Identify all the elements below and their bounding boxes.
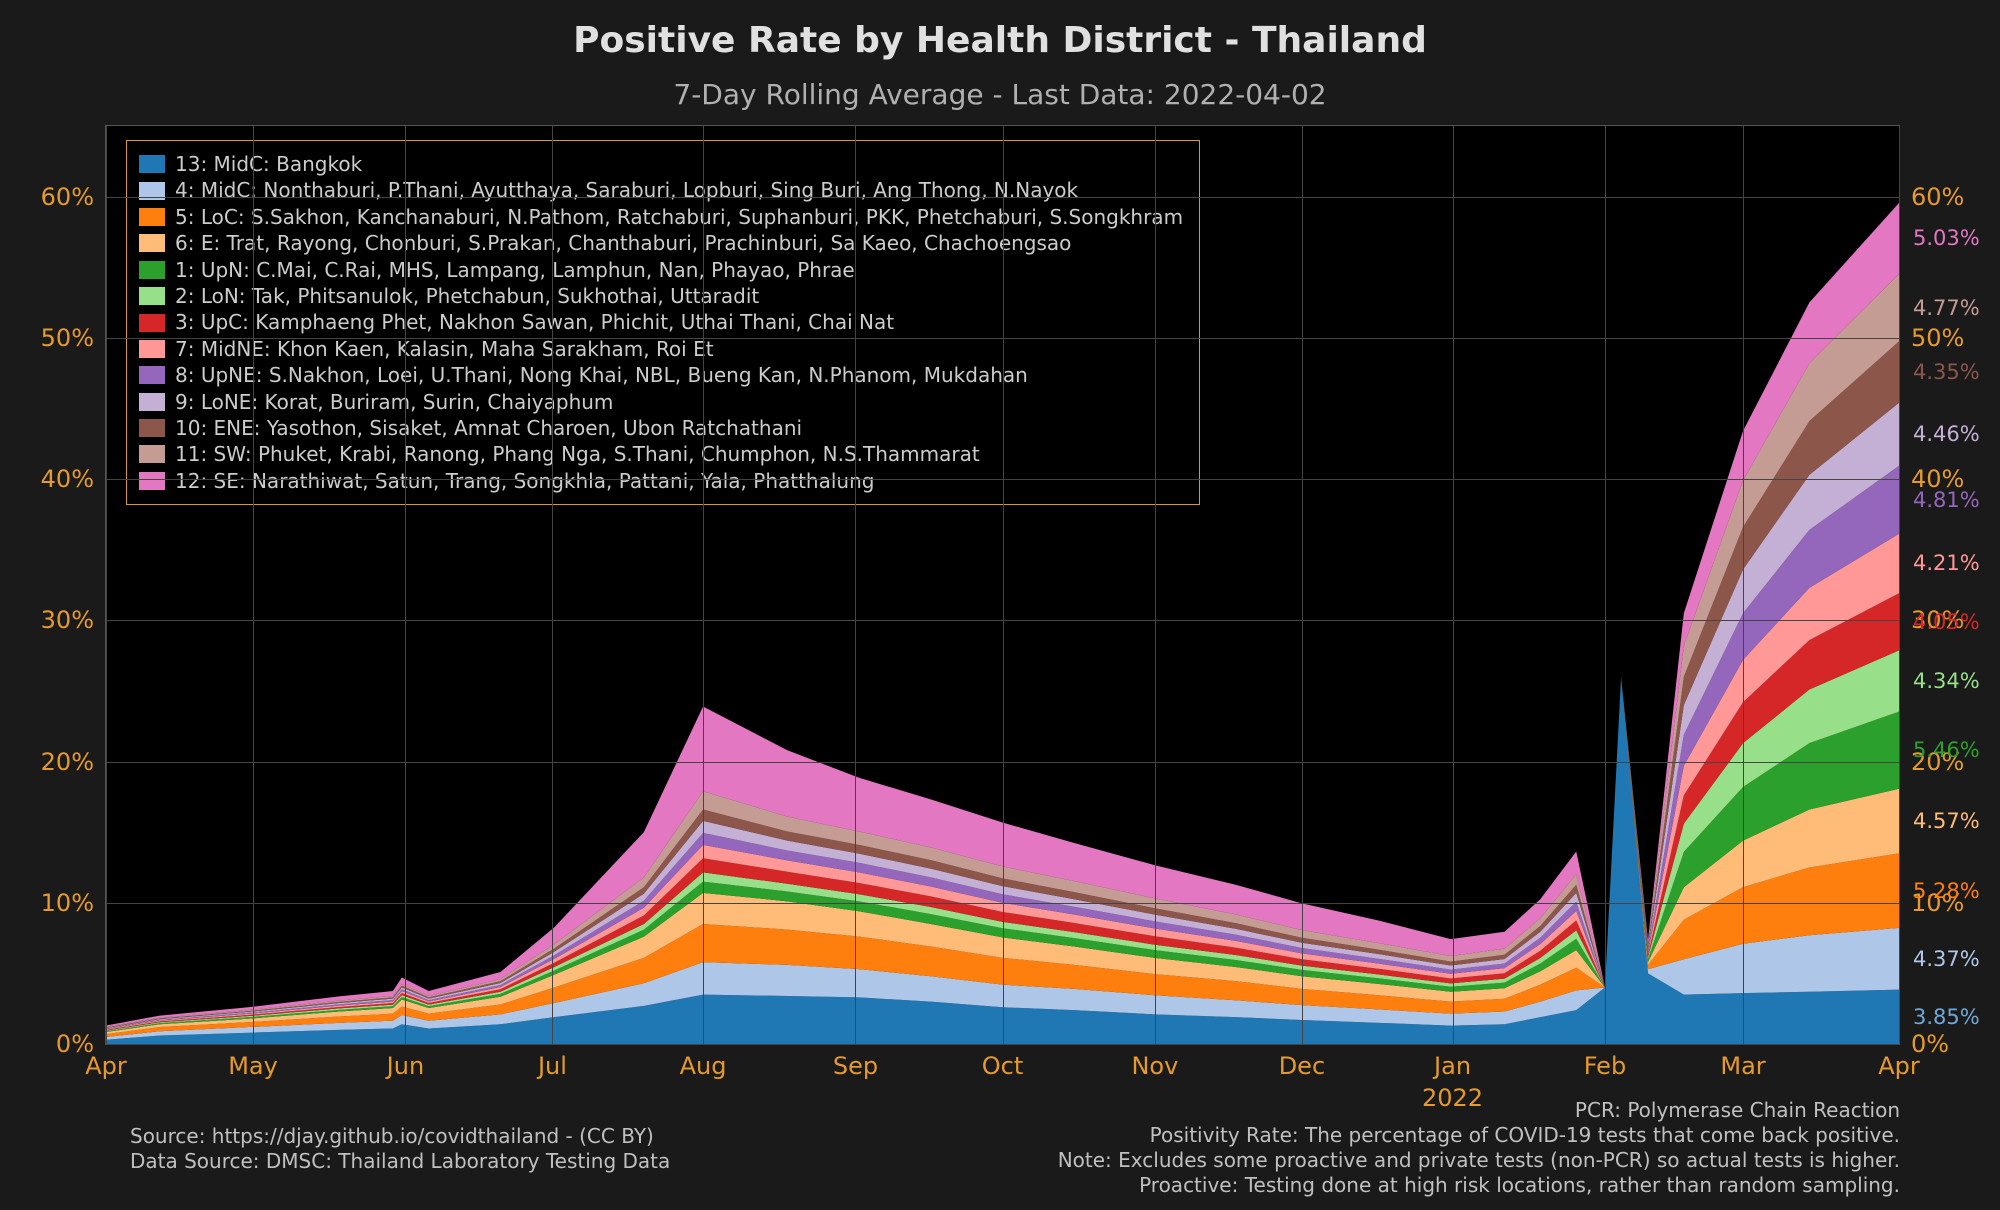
legend-label: 8: UpNE: S.Nakhon, Loei, U.Thani, Nong K… <box>175 362 1028 388</box>
legend-label: 3: UpC: Kamphaeng Phet, Nakhon Sawan, Ph… <box>175 309 894 335</box>
footer-right-line: Positivity Rate: The percentage of COVID… <box>1058 1123 1900 1148</box>
footer-right: PCR: Polymerase Chain ReactionPositivity… <box>1058 1098 1900 1198</box>
x-tick: Oct <box>982 1044 1024 1080</box>
legend-item-d1: 1: UpN: C.Mai, C.Rai, MHS, Lampang, Lamp… <box>139 257 1183 283</box>
legend-item-d11: 11: SW: Phuket, Krabi, Ranong, Phang Nga… <box>139 441 1183 467</box>
x-tick: Apr <box>85 1044 127 1080</box>
legend-label: 7: MidNE: Khon Kaen, Kalasin, Maha Sarak… <box>175 336 714 362</box>
x-tick: Dec <box>1279 1044 1325 1080</box>
footer-left-line: Source: https://djay.github.io/covidthai… <box>130 1124 670 1149</box>
x-tick: Aug <box>680 1044 727 1080</box>
x-tick: May <box>228 1044 278 1080</box>
x-tick: Mar <box>1720 1044 1765 1080</box>
footer-left: Source: https://djay.github.io/covidthai… <box>130 1124 670 1174</box>
y-tick-left: 10% <box>41 889 106 917</box>
footer-right-line: Note: Excludes some proactive and privat… <box>1058 1148 1900 1173</box>
legend-swatch <box>139 445 165 463</box>
chart-title: Positive Rate by Health District - Thail… <box>0 20 2000 61</box>
y-tick-left: 30% <box>41 606 106 634</box>
y-tick-left: 20% <box>41 748 106 776</box>
legend-item-d13: 13: MidC: Bangkok <box>139 151 1183 177</box>
legend-item-d6: 6: E: Trat, Rayong, Chonburi, S.Prakan, … <box>139 230 1183 256</box>
legend-swatch <box>139 393 165 411</box>
end-label-d5: 5.28% <box>1899 879 1980 903</box>
end-label-d9: 4.46% <box>1899 422 1980 446</box>
legend-swatch <box>139 340 165 358</box>
end-label-d11: 4.77% <box>1899 296 1980 320</box>
y-tick-left: 50% <box>41 324 106 352</box>
legend-swatch <box>139 287 165 305</box>
legend-swatch <box>139 261 165 279</box>
x-tick: Feb <box>1584 1044 1627 1080</box>
end-label-d10: 4.35% <box>1899 360 1980 384</box>
legend-swatch <box>139 155 165 173</box>
legend-label: 1: UpN: C.Mai, C.Rai, MHS, Lampang, Lamp… <box>175 257 855 283</box>
legend-swatch <box>139 472 165 490</box>
legend-swatch <box>139 366 165 384</box>
end-label-d2: 4.34% <box>1899 669 1980 693</box>
legend-item-d12: 12: SE: Narathiwat, Satun, Trang, Songkh… <box>139 468 1183 494</box>
grid-line-v <box>1302 126 1303 1044</box>
legend-swatch <box>139 208 165 226</box>
grid-line-v <box>1605 126 1606 1044</box>
grid-line-v <box>552 126 553 1044</box>
y-tick-left: 60% <box>41 183 106 211</box>
legend-item-d2: 2: LoN: Tak, Phitsanulok, Phetchabun, Su… <box>139 283 1183 309</box>
x-tick: Jun <box>387 1044 425 1080</box>
grid-line-v <box>253 126 254 1044</box>
end-label-d3: 4.05% <box>1899 610 1980 634</box>
grid-line-v <box>703 126 704 1044</box>
legend-item-d5: 5: LoC: S.Sakhon, Kanchanaburi, N.Pathom… <box>139 204 1183 230</box>
end-label-d8: 4.81% <box>1899 488 1980 512</box>
footer-right-line: PCR: Polymerase Chain Reaction <box>1058 1098 1900 1123</box>
chart-subtitle: 7-Day Rolling Average - Last Data: 2022-… <box>0 78 2000 111</box>
legend-label: 9: LoNE: Korat, Buriram, Surin, Chaiyaph… <box>175 389 613 415</box>
end-label-d6: 4.57% <box>1899 809 1980 833</box>
end-label-d1: 5.46% <box>1899 738 1980 762</box>
end-label-d12: 5.03% <box>1899 226 1980 250</box>
legend: 13: MidC: Bangkok4: MidC: Nonthaburi, P.… <box>126 140 1200 505</box>
legend-label: 12: SE: Narathiwat, Satun, Trang, Songkh… <box>175 468 874 494</box>
end-label-d7: 4.21% <box>1899 551 1980 575</box>
grid-line-v <box>1155 126 1156 1044</box>
footer-right-line: Proactive: Testing done at high risk loc… <box>1058 1173 1900 1198</box>
grid-line-v <box>106 126 107 1044</box>
grid-line-v <box>855 126 856 1044</box>
plot-area: 13: MidC: Bangkok4: MidC: Nonthaburi, P.… <box>105 125 1900 1045</box>
y-tick-right: 60% <box>1899 183 1964 211</box>
grid-line-v <box>1003 126 1004 1044</box>
legend-label: 2: LoN: Tak, Phitsanulok, Phetchabun, Su… <box>175 283 759 309</box>
legend-label: 6: E: Trat, Rayong, Chonburi, S.Prakan, … <box>175 230 1071 256</box>
x-tick: Apr <box>1878 1044 1920 1080</box>
legend-item-d8: 8: UpNE: S.Nakhon, Loei, U.Thani, Nong K… <box>139 362 1183 388</box>
end-label-d4: 4.37% <box>1899 947 1980 971</box>
legend-item-d4: 4: MidC: Nonthaburi, P.Thani, Ayutthaya,… <box>139 177 1183 203</box>
legend-item-d7: 7: MidNE: Khon Kaen, Kalasin, Maha Sarak… <box>139 336 1183 362</box>
legend-item-d9: 9: LoNE: Korat, Buriram, Surin, Chaiyaph… <box>139 389 1183 415</box>
legend-label: 10: ENE: Yasothon, Sisaket, Amnat Charoe… <box>175 415 802 441</box>
legend-label: 5: LoC: S.Sakhon, Kanchanaburi, N.Pathom… <box>175 204 1183 230</box>
grid-line-v <box>1899 126 1900 1044</box>
end-label-d13: 3.85% <box>1899 1005 1980 1029</box>
legend-item-d10: 10: ENE: Yasothon, Sisaket, Amnat Charoe… <box>139 415 1183 441</box>
grid-line-v <box>1743 126 1744 1044</box>
footer-left-line: Data Source: DMSC: Thailand Laboratory T… <box>130 1149 670 1174</box>
grid-line-v <box>405 126 406 1044</box>
legend-swatch <box>139 234 165 252</box>
x-tick: Sep <box>833 1044 878 1080</box>
legend-label: 11: SW: Phuket, Krabi, Ranong, Phang Nga… <box>175 441 980 467</box>
legend-label: 13: MidC: Bangkok <box>175 151 362 177</box>
grid-line-v <box>1453 126 1454 1044</box>
legend-item-d3: 3: UpC: Kamphaeng Phet, Nakhon Sawan, Ph… <box>139 309 1183 335</box>
y-tick-right: 50% <box>1899 324 1964 352</box>
x-tick: Nov <box>1131 1044 1178 1080</box>
legend-label: 4: MidC: Nonthaburi, P.Thani, Ayutthaya,… <box>175 177 1078 203</box>
x-tick: Jul <box>538 1044 567 1080</box>
y-tick-left: 40% <box>41 465 106 493</box>
legend-swatch <box>139 419 165 437</box>
legend-swatch <box>139 314 165 332</box>
